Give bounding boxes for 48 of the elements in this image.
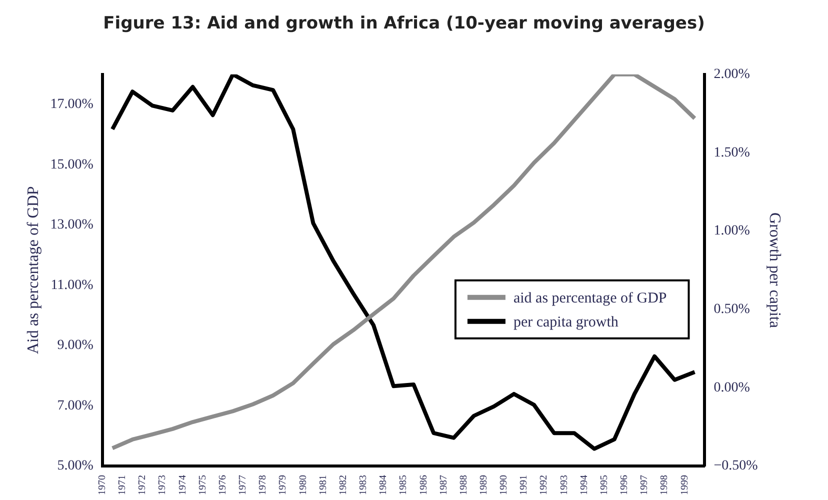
x-tick-label: 1996: [619, 475, 630, 495]
y2-tick-label: −0.50%: [714, 458, 758, 474]
legend-label: per capita growth: [513, 314, 619, 330]
x-tick-label: 1974: [177, 475, 188, 495]
x-tick-label: 1993: [558, 475, 570, 495]
x-tick-label: 1973: [157, 475, 168, 495]
y2-tick-label: 1.00%: [714, 224, 750, 239]
x-tick-label: 1985: [398, 475, 410, 495]
x-tick-label: 1982: [338, 475, 349, 495]
y-tick-label: 9.00%: [57, 338, 94, 354]
y-tick-label: 13.00%: [50, 218, 94, 233]
x-tick-label: 1975: [197, 475, 208, 495]
x-tick-label: 1976: [217, 475, 228, 495]
x-tick-label: 1989: [478, 475, 490, 495]
x-tick-label: 1977: [238, 475, 249, 495]
legend-label: aid as percentage of GDP: [513, 290, 667, 306]
x-tick-label: 1984: [378, 475, 390, 495]
x-tick-label: 1992: [538, 475, 550, 495]
x-tick-label: 1981: [318, 475, 329, 495]
x-tick-label: 1987: [438, 475, 450, 495]
y-tick-label: 17.00%: [50, 97, 94, 112]
x-tick-label: 1979: [278, 475, 289, 495]
chart-title: Figure 13: Aid and growth in Africa (10-year moving averages): [103, 14, 705, 34]
x-tick-label: 1988: [458, 475, 470, 495]
y-tick-label: 7.00%: [57, 398, 94, 414]
x-tick-label: 1978: [258, 475, 269, 495]
x-tick-label: 1972: [137, 475, 148, 495]
x-tick-label: 1990: [498, 475, 510, 495]
x-tick-label: 1971: [117, 475, 128, 495]
y2-tick-label: 2.00%: [714, 67, 750, 82]
x-tick-label: 1997: [639, 475, 650, 495]
x-tick-label: 1983: [358, 475, 370, 495]
x-tick-label: 1970: [96, 475, 108, 495]
x-tick-label: 1999: [679, 475, 690, 495]
x-tick-label: 1998: [659, 475, 670, 495]
y2-tick-label: 0.50%: [714, 302, 750, 318]
x-tick-label: 1994: [578, 475, 590, 495]
y2-axis-title: Growth per capita: [766, 212, 784, 328]
y2-tick-label: 1.50%: [714, 145, 750, 160]
y2-tick-label: 0.00%: [714, 380, 750, 396]
y-axis-title: Aid as percentage of GDP: [24, 186, 42, 354]
y-tick-label: 11.00%: [50, 278, 94, 293]
x-tick-label: 1986: [418, 475, 430, 495]
y-tick-label: 5.00%: [57, 458, 94, 474]
x-tick-label: 1995: [598, 475, 610, 495]
x-tick-label: 1980: [298, 475, 309, 495]
x-tick-label: 1991: [518, 475, 530, 495]
y-tick-label: 15.00%: [50, 157, 94, 172]
